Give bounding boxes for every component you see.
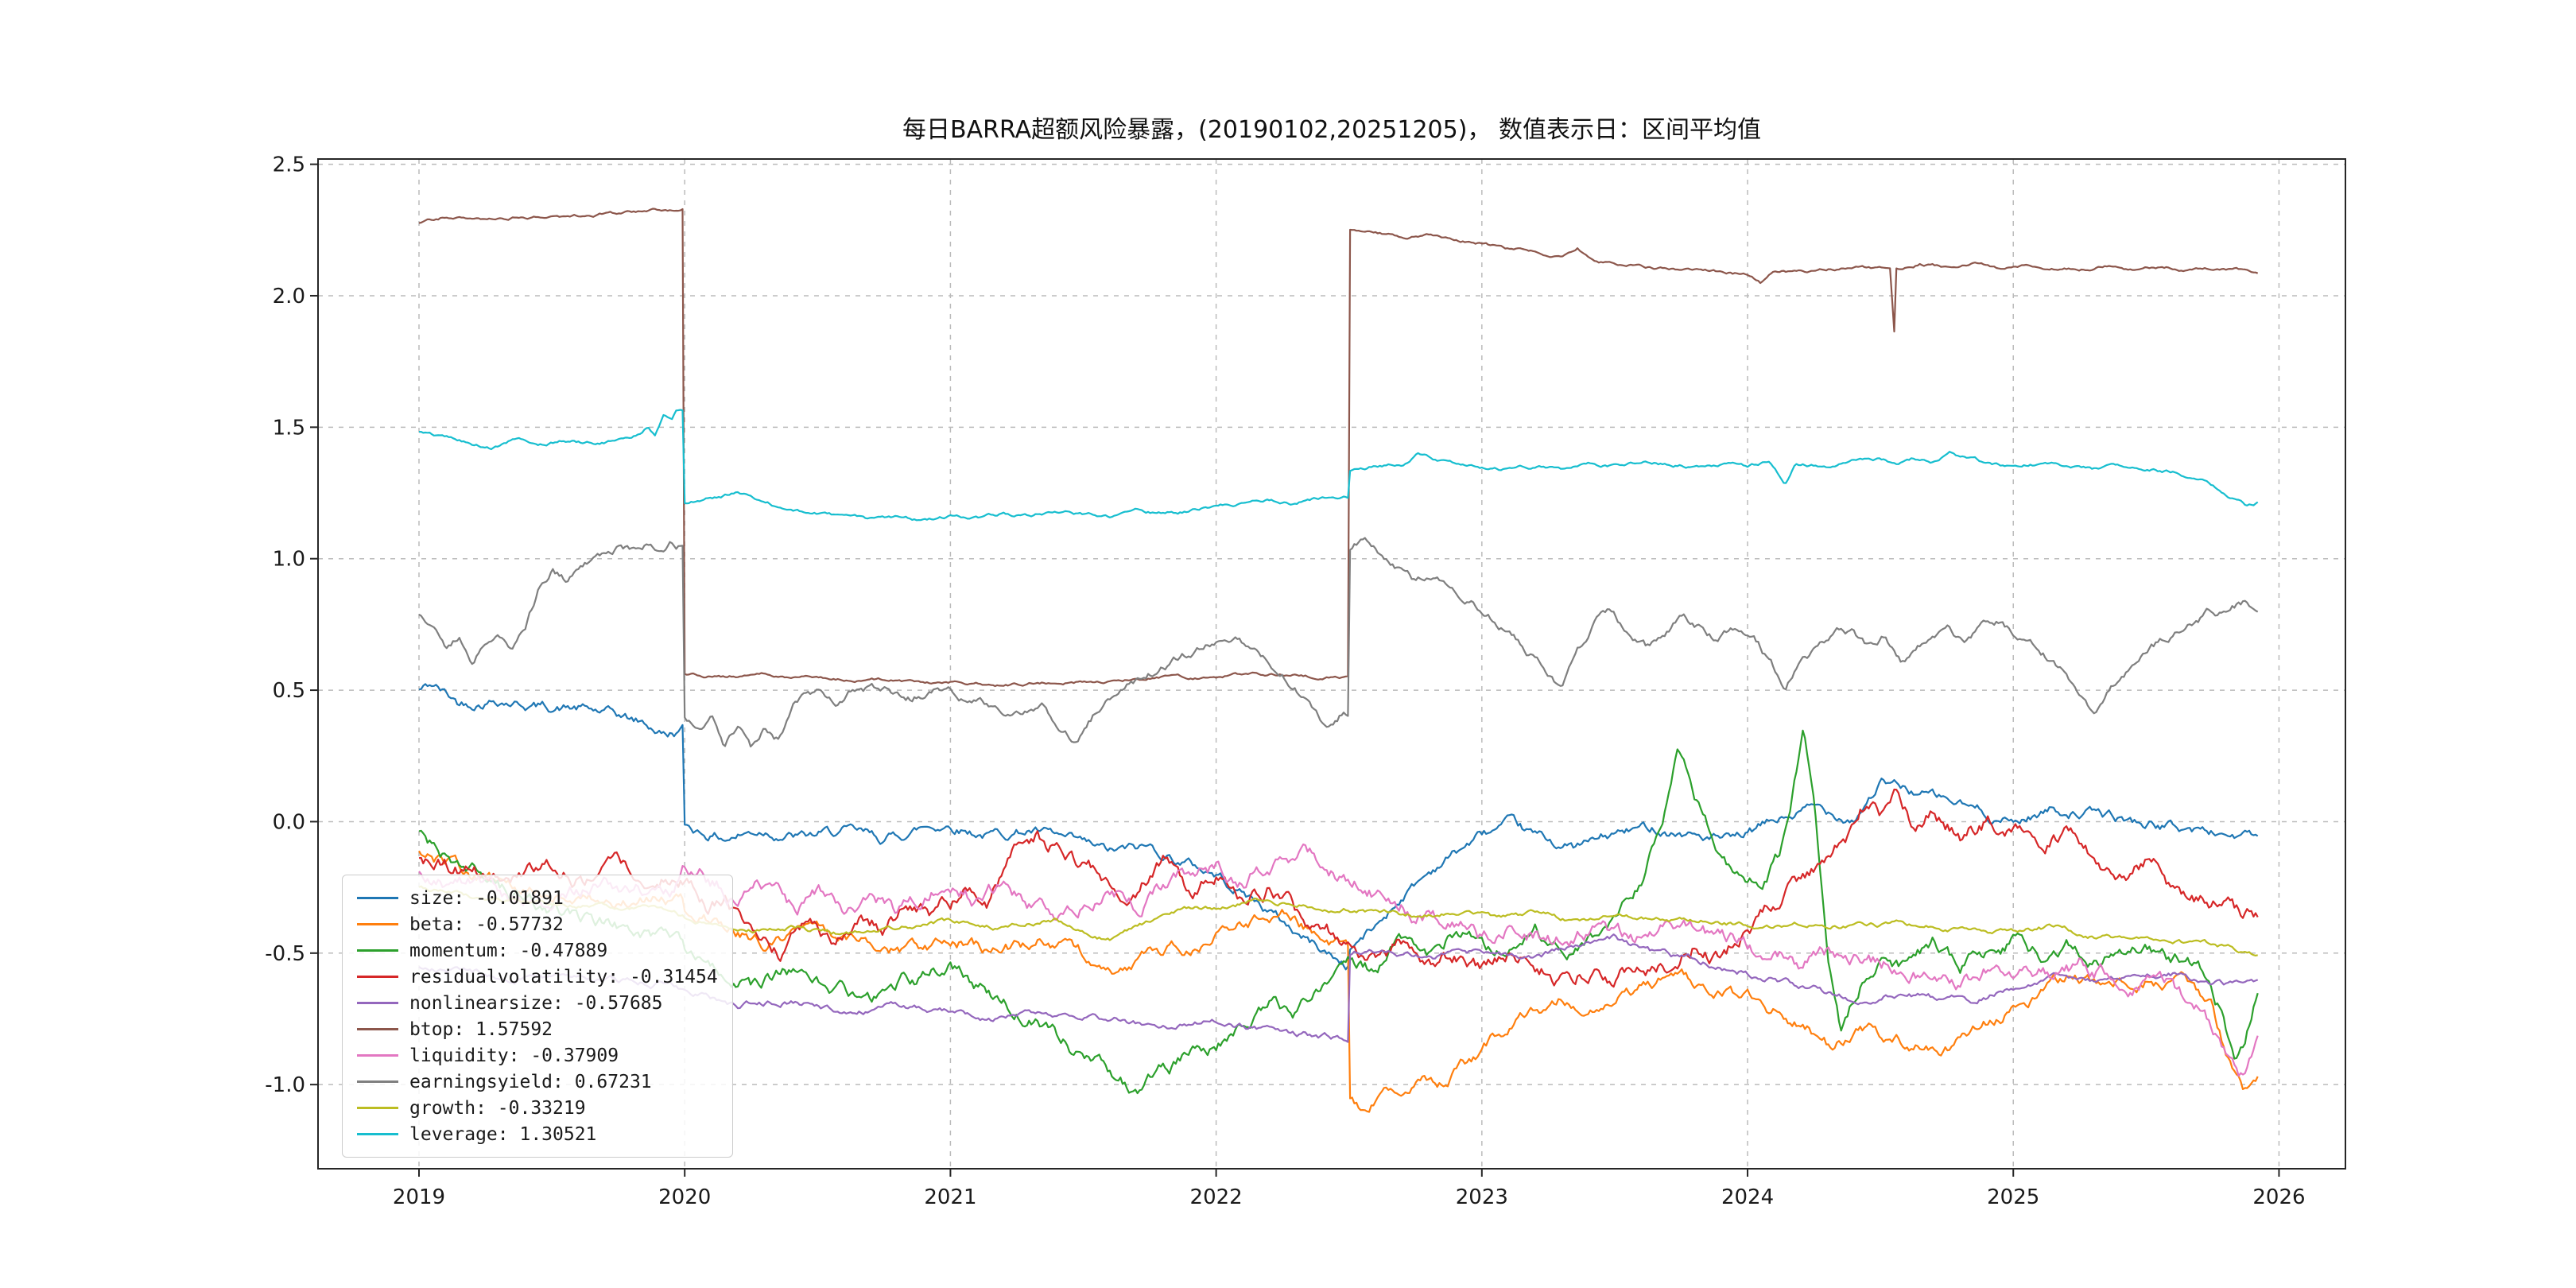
legend-swatch-size [357, 897, 398, 899]
legend-swatch-liquidity [357, 1054, 398, 1057]
legend-item-leverage: leverage: 1.30521 [357, 1121, 718, 1147]
x-tick-label: 2019 [393, 1185, 445, 1209]
plot-border [317, 158, 2346, 1170]
y-tick-label: -0.5 [265, 942, 305, 966]
legend-item-nonlinearsize: nonlinearsize: -0.57685 [357, 990, 718, 1016]
legend-item-liquidity: liquidity: -0.37909 [357, 1042, 718, 1069]
legend-item-growth: growth: -0.33219 [357, 1095, 718, 1121]
series-line-earningsyield [418, 537, 2259, 748]
y-tick-label: 0.0 [273, 810, 305, 834]
legend-label-btop: btop: 1.57592 [409, 1018, 553, 1040]
y-tick-label: 2.5 [273, 153, 305, 177]
x-tick-label: 2023 [1456, 1185, 1508, 1209]
legend-item-btop: btop: 1.57592 [357, 1016, 718, 1042]
legend-item-beta: beta: -0.57732 [357, 911, 718, 937]
legend-label-nonlinearsize: nonlinearsize: -0.57685 [409, 992, 663, 1014]
x-tick-label: 2026 [2252, 1185, 2305, 1209]
legend-swatch-beta [357, 923, 398, 925]
legend-item-momentum: momentum: -0.47889 [357, 937, 718, 964]
chart-title: 每日BARRA超额风险暴露，(20190102,20251205)， 数值表示日… [902, 116, 1761, 144]
series-line-btop [418, 208, 2259, 688]
legend-swatch-residualvolatility [357, 976, 398, 978]
x-tick-label: 2024 [1721, 1185, 1774, 1209]
x-tick-label: 2020 [658, 1185, 711, 1209]
x-tick-label: 2025 [1987, 1185, 2039, 1209]
legend-label-earningsyield: earningsyield: 0.67231 [409, 1071, 652, 1092]
legend-item-size: size: -0.01891 [357, 885, 718, 911]
legend-swatch-leverage [357, 1133, 398, 1135]
legend-swatch-earningsyield [357, 1080, 398, 1083]
legend-swatch-momentum [357, 949, 398, 952]
series-line-leverage [418, 409, 2259, 522]
legend: size: -0.01891 beta: -0.57732 momentum: … [342, 875, 733, 1158]
legend-item-earningsyield: earningsyield: 0.67231 [357, 1069, 718, 1095]
legend-swatch-btop [357, 1028, 398, 1030]
legend-label-leverage: leverage: 1.30521 [409, 1123, 597, 1145]
legend-swatch-nonlinearsize [357, 1002, 398, 1004]
legend-label-residualvolatility: residualvolatility: -0.31454 [409, 966, 718, 987]
series-line-size [418, 683, 2259, 971]
y-tick-label: 1.0 [273, 548, 305, 572]
x-tick-label: 2022 [1190, 1185, 1243, 1209]
legend-label-liquidity: liquidity: -0.37909 [409, 1045, 619, 1066]
y-tick-label: -1.0 [265, 1073, 305, 1097]
legend-label-beta: beta: -0.57732 [409, 914, 564, 935]
x-tick-label: 2021 [924, 1185, 976, 1209]
legend-label-growth: growth: -0.33219 [409, 1097, 586, 1119]
y-tick-label: 2.0 [273, 285, 305, 308]
legend-label-momentum: momentum: -0.47889 [409, 940, 608, 961]
y-tick-label: 1.5 [273, 416, 305, 440]
legend-label-size: size: -0.01891 [409, 887, 564, 909]
legend-item-residualvolatility: residualvolatility: -0.31454 [357, 964, 718, 990]
legend-swatch-growth [357, 1107, 398, 1109]
y-tick-label: 0.5 [273, 679, 305, 703]
